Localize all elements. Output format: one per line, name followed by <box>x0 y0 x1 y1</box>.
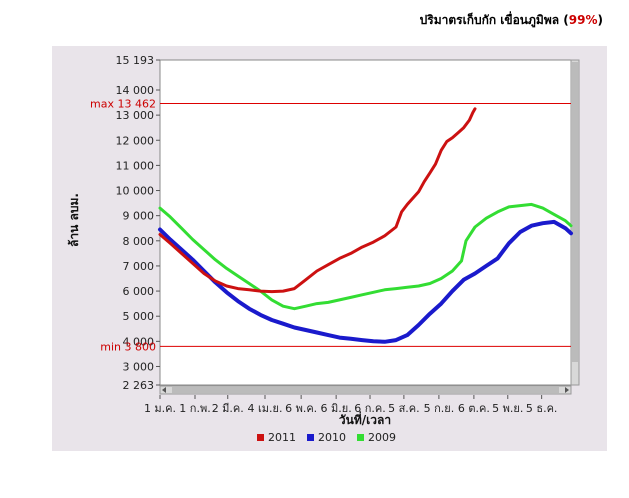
y-tick-label: 11 000 <box>116 159 155 172</box>
x-tick-label: 6 มิ.ย. <box>321 402 352 415</box>
series-2010-line <box>158 219 573 344</box>
x-tick-label: 6 พ.ค. <box>285 402 317 415</box>
legend-swatch-2010 <box>307 434 314 441</box>
y-tick-label: 3 000 <box>123 360 155 373</box>
x-axis-title: วันที่/เวลา <box>339 411 391 427</box>
y-tick-label: 10 000 <box>116 185 155 198</box>
y-tick-label: 9 000 <box>123 210 155 223</box>
y-axis: 15 193 14 000 13 000 12 000 11 000 10 000 9 00… <box>116 54 160 392</box>
chart-header: ปริมาตรเก็บกัก เขื่อนภูมิพล (99%) <box>420 11 603 30</box>
reference-label: max 13 462 <box>90 98 156 111</box>
reference-lines: max 13 462 min 3 800 <box>90 98 571 353</box>
legend-swatch-2009 <box>357 434 364 441</box>
x-tick-label: 1 ก.พ. <box>179 402 210 415</box>
x-tick-label: 5 พ.ย. <box>492 402 523 415</box>
legend-label-2011: 2011 <box>268 431 296 444</box>
x-tick-label: 1 ม.ค. <box>144 402 176 415</box>
x-tick-label: 4 เม.ย. <box>248 402 283 415</box>
legend: 2011 2010 2009 <box>257 431 396 444</box>
chart-title: ปริมาตรเก็บกัก เขื่อนภูมิพล <box>419 13 560 27</box>
legend-label-2009: 2009 <box>368 431 396 444</box>
series-group <box>158 107 573 344</box>
y-tick-label: 5 000 <box>123 310 155 323</box>
y-tick-label: 14 000 <box>116 84 155 97</box>
x-tick-label: 2 มี.ค. <box>212 402 244 415</box>
y-tick-label: 7 000 <box>123 260 155 273</box>
percent-open: ( <box>563 13 569 27</box>
x-axis: 1 ม.ค. 1 ก.พ. 2 มี.ค. 4 เม.ย. 6 พ.ค. 6 มิ.ย. 6… <box>144 395 557 415</box>
x-tick-label: 6 ต.ค. <box>458 402 490 415</box>
y-tick-label: 6 000 <box>123 285 155 298</box>
reference-label: min 3 800 <box>100 340 156 353</box>
x-tick-label: 6 ก.ค. <box>354 402 386 415</box>
x-tick-label: 5 ธ.ค. <box>526 402 558 415</box>
y-tick-label: 12 000 <box>116 134 155 147</box>
vertical-scrollbar-thumb[interactable] <box>572 62 578 362</box>
series-2011-line <box>158 107 477 294</box>
y-tick-label: 15 193 <box>116 54 155 67</box>
horizontal-scrollbar-thumb[interactable] <box>172 387 559 393</box>
x-tick-label: 5 ส.ค. <box>388 402 420 415</box>
x-tick-label: 5 ก.ย. <box>424 402 455 415</box>
plot-area <box>159 59 572 386</box>
percent-value: 99% <box>568 13 598 27</box>
legend-swatch-2011 <box>257 434 264 441</box>
scroll-left-icon[interactable] <box>162 387 166 393</box>
y-tick-label: 13 000 <box>116 109 155 122</box>
y-axis-title: ล้าน ลบม. <box>67 193 81 247</box>
y-tick-label: 2 263 <box>123 379 155 392</box>
y-tick-label: 8 000 <box>123 235 155 248</box>
y-tick-label: 4 000 <box>123 335 155 348</box>
series-2009-line <box>158 202 573 311</box>
percent-close: ) <box>597 13 603 27</box>
scroll-right-icon[interactable] <box>565 387 569 393</box>
legend-label-2010: 2010 <box>318 431 346 444</box>
